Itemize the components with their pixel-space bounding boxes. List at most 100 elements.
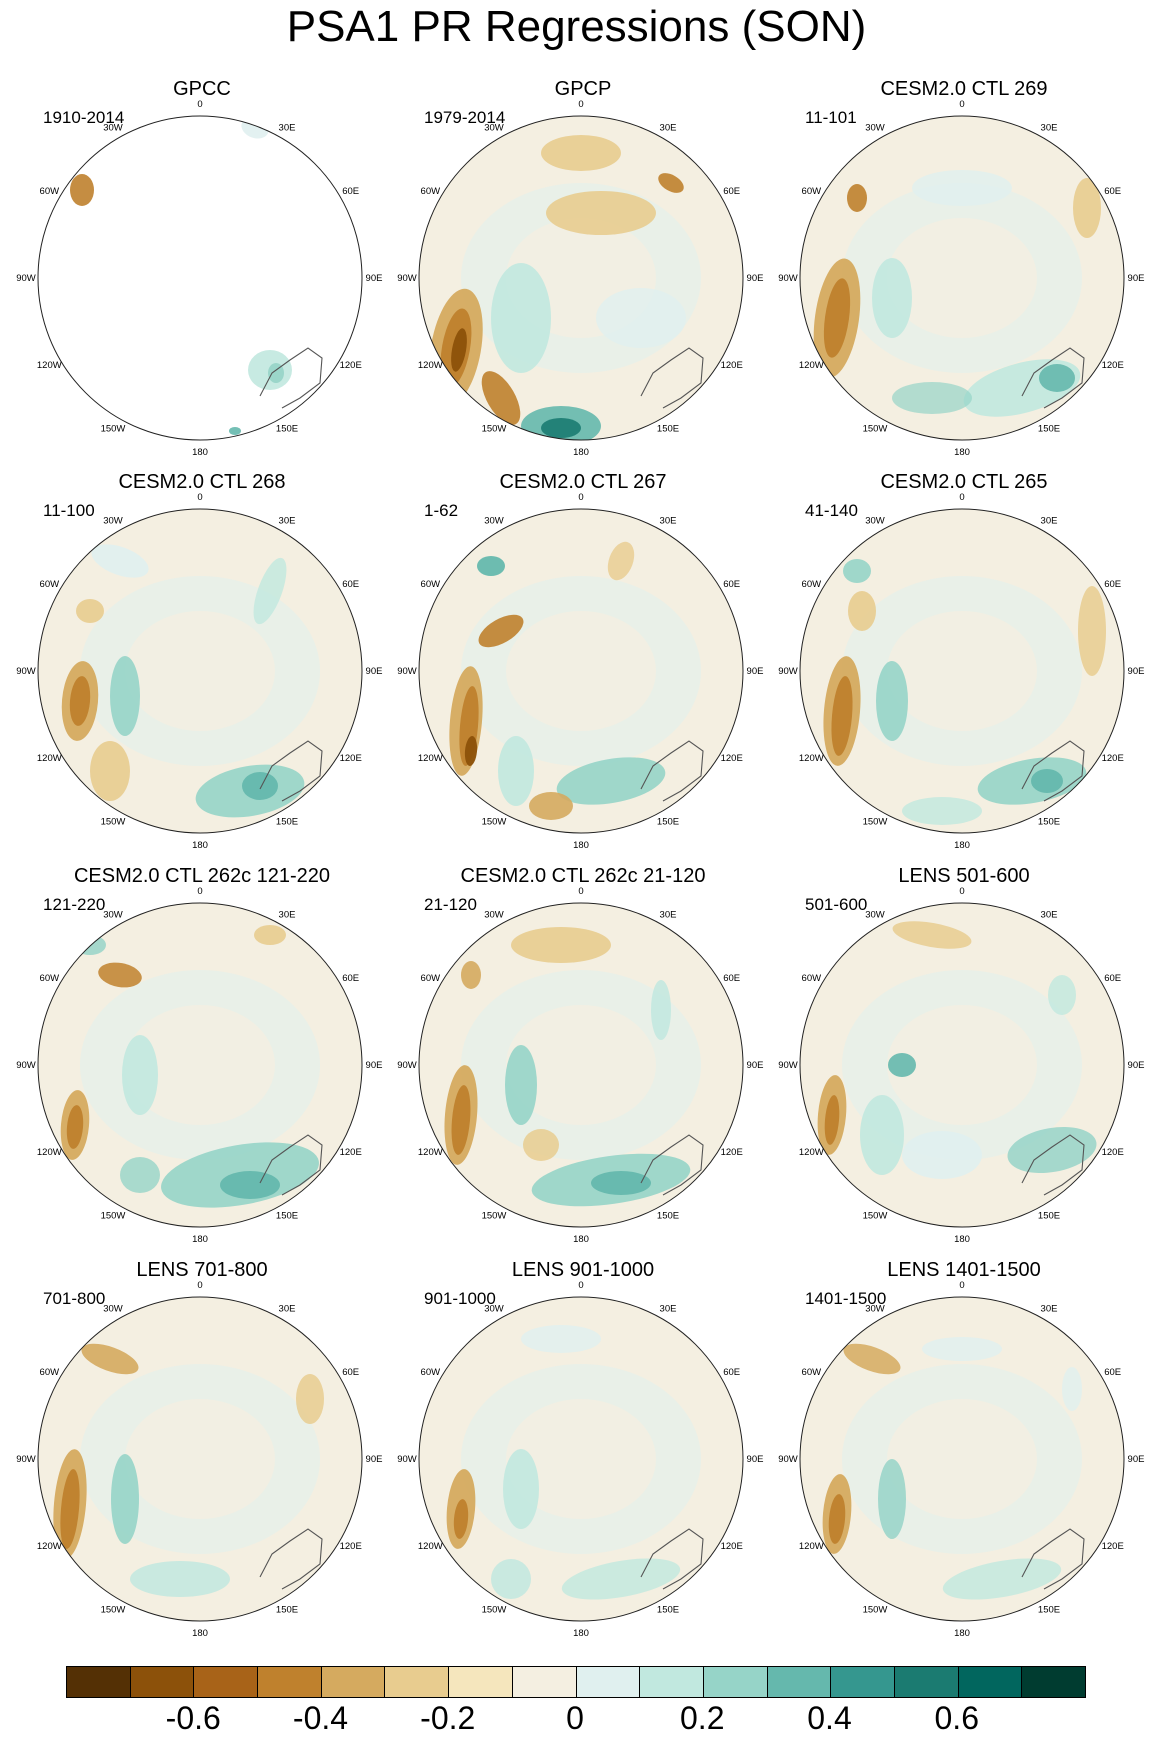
- panel-title: CESM2.0 CTL 268: [118, 471, 286, 493]
- map-panel: CESM2.0 CTL 267 1-62 0 30E 60E 90E 120E 150E 180…: [391, 471, 775, 866]
- panel-years-label: 701-800: [43, 1289, 106, 1308]
- anomaly-contour: [887, 1005, 1037, 1125]
- longitude-label: 150E: [1038, 424, 1060, 435]
- longitude-label: 60W: [421, 973, 441, 984]
- longitude-label: 30E: [279, 1303, 296, 1314]
- colorbar-swatch: [703, 1667, 768, 1697]
- anomaly-contour: [892, 921, 972, 949]
- longitude-label: 120E: [1102, 1147, 1124, 1158]
- coastline: [640, 740, 704, 802]
- longitude-label: 180: [954, 840, 970, 851]
- anomaly-contour: [942, 1558, 1062, 1600]
- colorbar-swatch: [321, 1667, 386, 1697]
- longitude-label: 180: [192, 447, 208, 458]
- longitude-label: 30E: [660, 122, 677, 133]
- longitude-label: 30W: [103, 122, 123, 133]
- longitude-label: 60W: [40, 973, 60, 984]
- colorbar: [66, 1666, 1086, 1698]
- longitude-label: 0: [959, 887, 964, 897]
- longitude-label: 90E: [366, 1060, 383, 1071]
- longitude-label: 150W: [863, 1605, 888, 1616]
- panel-title: LENS 901-1000: [511, 1259, 655, 1281]
- longitude-label: 90W: [778, 273, 798, 284]
- coastline: [640, 1134, 704, 1196]
- longitude-label: 30E: [279, 122, 296, 133]
- colorbar-swatch: [449, 1667, 513, 1697]
- longitude-label: 60E: [1104, 579, 1121, 590]
- anomaly-contour: [887, 218, 1037, 338]
- longitude-label: 180: [192, 840, 208, 851]
- longitude-label: 150W: [482, 817, 507, 828]
- anomaly-contour: [922, 1337, 1002, 1361]
- colorbar-swatch: [130, 1667, 195, 1697]
- longitude-label: 180: [573, 1234, 589, 1245]
- longitude-label: 30E: [1041, 909, 1058, 920]
- anomaly-contour: [561, 1558, 681, 1600]
- longitude-label: 30E: [279, 515, 296, 526]
- polar-map: 0 30E 60E 90E 120E 150E 180 150W 120W 90W 60W 30W: [16, 493, 383, 851]
- longitude-label: 90E: [366, 666, 383, 677]
- longitude-label: 150W: [863, 424, 888, 435]
- polar-map: 0 30E 60E 90E 120E 150E 180 150W 120W 90W 60W 30W: [397, 887, 763, 1245]
- anomaly-contour: [478, 614, 524, 648]
- anomaly-contour: [81, 1343, 139, 1375]
- longitude-label: 60E: [1104, 973, 1121, 984]
- longitude-label: 30W: [865, 909, 885, 920]
- coastline: [259, 1134, 323, 1196]
- longitude-label: 150W: [482, 1605, 507, 1616]
- anomaly-contour: [591, 1171, 651, 1195]
- longitude-label: 60E: [342, 1367, 359, 1378]
- colorbar-swatch: [958, 1667, 1023, 1697]
- longitude-label: 30W: [103, 909, 123, 920]
- longitude-label: 150E: [657, 1211, 679, 1222]
- panel-title: LENS 501-600: [898, 865, 1030, 887]
- panel-years-label: 21-120: [424, 895, 477, 914]
- anomaly-contour: [511, 927, 611, 963]
- longitude-label: 30E: [660, 515, 677, 526]
- map-panel: LENS 901-1000 901-1000 0 30E 60E 90E 120E 150E 1…: [391, 1259, 775, 1654]
- longitude-label: 60W: [421, 1367, 441, 1378]
- anomaly-contour: [451, 1085, 471, 1155]
- longitude-label: 30W: [484, 909, 504, 920]
- coastline: [259, 1528, 323, 1590]
- polar-map: 0 30E 60E 90E 120E 150E 180 150W 120W 90W 60W 30W: [16, 100, 383, 458]
- longitude-label: 30W: [103, 515, 123, 526]
- longitude-label: 120W: [799, 1147, 824, 1158]
- anomaly-contour: [912, 170, 1012, 206]
- anomaly-contour: [546, 191, 656, 235]
- longitude-label: 90W: [16, 1060, 36, 1071]
- polar-map: 0 30E 60E 90E 120E 150E 180 150W 120W 90W 60W 30W: [778, 493, 1144, 851]
- longitude-label: 90E: [366, 273, 383, 284]
- anomaly-contour: [125, 1005, 275, 1125]
- anomaly-contour: [253, 557, 287, 625]
- longitude-label: 120E: [721, 360, 743, 371]
- anomaly-contour: [254, 925, 286, 945]
- longitude-label: 150E: [276, 817, 298, 828]
- panel-years-label: 121-220: [43, 895, 106, 914]
- longitude-label: 0: [197, 493, 202, 503]
- longitude-label: 120W: [37, 1541, 62, 1552]
- longitude-label: 30E: [279, 909, 296, 920]
- longitude-label: 90E: [747, 1454, 764, 1465]
- longitude-label: 150W: [101, 817, 126, 828]
- anomaly-contour: [453, 1499, 469, 1539]
- anomaly-contour: [824, 1095, 840, 1145]
- panel-years-label: 901-1000: [424, 1289, 496, 1308]
- longitude-label: 60E: [723, 579, 740, 590]
- longitude-label: 150W: [101, 1605, 126, 1616]
- longitude-label: 150E: [657, 424, 679, 435]
- anomaly-contour: [847, 184, 867, 212]
- colorbar-tick-label: -0.2: [420, 1700, 476, 1736]
- longitude-label: 120E: [721, 1541, 743, 1552]
- coastline: [1021, 1134, 1085, 1196]
- anomaly-contour: [831, 676, 853, 756]
- longitude-label: 60E: [723, 1367, 740, 1378]
- longitude-label: 150E: [1038, 1211, 1060, 1222]
- polar-map: 0 30E 60E 90E 120E 150E 180 150W 120W 90W 60W 30W: [397, 100, 763, 458]
- longitude-label: 120W: [37, 360, 62, 371]
- longitude-label: 120W: [799, 1541, 824, 1552]
- longitude-label: 0: [578, 1281, 583, 1291]
- anomaly-contour: [902, 797, 982, 825]
- map-panel: CESM2.0 CTL 265 41-140 0 30E 60E 90E 120E 150E 1…: [772, 471, 1153, 866]
- coastline: [640, 1528, 704, 1590]
